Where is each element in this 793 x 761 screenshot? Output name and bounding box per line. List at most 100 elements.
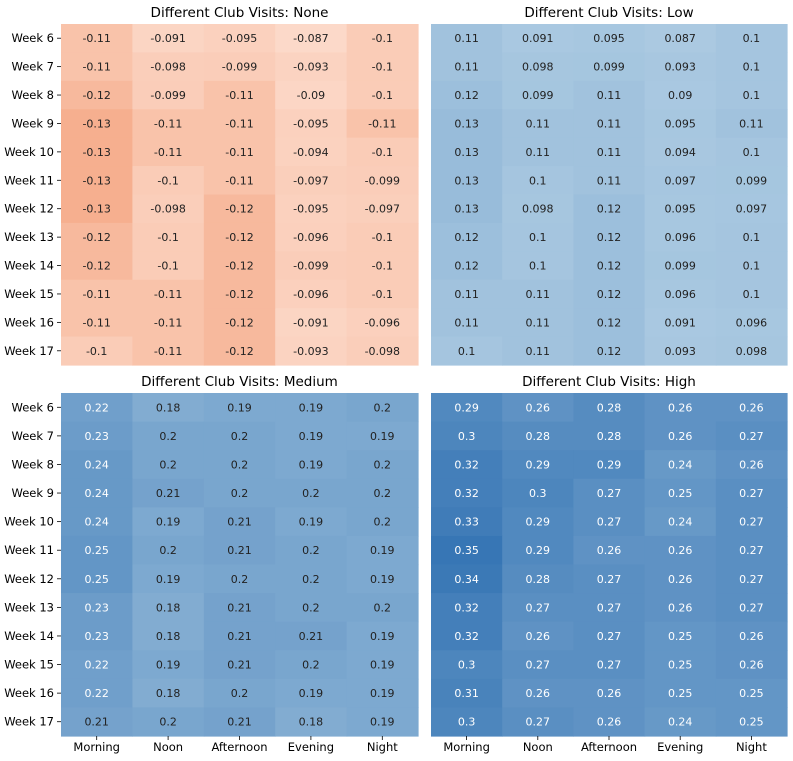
cell-value-label: -0.11 <box>225 117 253 130</box>
heatmap-cell <box>573 308 646 338</box>
cell-value-label: -0.098 <box>150 61 185 74</box>
cell-value-label: 0.22 <box>84 687 109 700</box>
cell-value-label: 0.093 <box>664 345 696 358</box>
y-tick-label: Week 10 <box>4 515 54 529</box>
cell-value-label: 0.35 <box>454 544 479 557</box>
y-tick-label: Week 14 <box>4 629 54 643</box>
cell-value-label: 0.099 <box>664 260 696 273</box>
heatmap-cell <box>715 707 788 737</box>
heatmap-cell <box>573 194 646 224</box>
heatmap-cell <box>644 621 717 651</box>
heatmap-cell <box>275 308 348 338</box>
y-tick-label: Week 9 <box>12 486 54 500</box>
heatmap-cell <box>573 421 646 451</box>
cell-value-label: 0.21 <box>227 659 252 672</box>
cell-value-label: 0.19 <box>370 573 395 586</box>
heatmap-cell <box>573 450 646 480</box>
heatmap-cell <box>275 80 348 110</box>
heatmap-cell <box>346 450 419 480</box>
cell-value-label: 0.27 <box>739 573 764 586</box>
cell-value-label: 0.26 <box>739 630 764 643</box>
heatmap-cell <box>573 593 646 623</box>
heatmap-cell <box>203 621 276 651</box>
heatmap-cell <box>715 564 788 594</box>
heatmap-cell <box>573 137 646 167</box>
panel-title: Different Club Visits: High <box>522 374 696 390</box>
cell-value-label: 0.26 <box>739 401 764 414</box>
heatmap-cell <box>346 478 419 508</box>
cell-value-label: 0.093 <box>664 61 696 74</box>
cell-value-label: 0.12 <box>597 345 622 358</box>
heatmap-cell <box>644 678 717 709</box>
cell-value-label: 0.25 <box>84 544 109 557</box>
cell-value-label: 0.25 <box>668 687 693 700</box>
heatmap-cell <box>132 222 205 252</box>
heatmap-cell <box>61 166 133 196</box>
cell-value-label: 0.19 <box>299 458 324 471</box>
heatmap-cell <box>132 707 205 737</box>
heatmap-cell <box>431 650 503 680</box>
cell-value-label: 0.32 <box>454 630 479 643</box>
y-tick-label: Week 12 <box>4 202 54 216</box>
heatmap-cell <box>132 421 205 451</box>
cell-value-label: 0.26 <box>668 430 693 443</box>
cell-value-label: -0.13 <box>82 146 110 159</box>
heatmap-cell <box>573 478 646 508</box>
cell-value-label: 0.31 <box>454 687 479 700</box>
heatmap-cell <box>431 421 503 451</box>
heatmap-cell <box>61 564 133 594</box>
heatmap-cell <box>644 564 717 594</box>
cell-value-label: 0.1 <box>529 260 547 273</box>
heatmap-cell <box>61 621 133 651</box>
cell-value-label: -0.11 <box>154 345 182 358</box>
cell-value-label: 0.19 <box>370 659 395 672</box>
heatmap-cell <box>715 251 788 281</box>
cell-value-label: 0.21 <box>84 716 109 729</box>
heatmap-cell <box>431 621 503 651</box>
heatmap-cell <box>346 52 419 82</box>
heatmap-cell <box>203 593 276 623</box>
heatmap-cell <box>502 393 574 423</box>
cell-value-label: -0.1 <box>372 288 393 301</box>
cell-value-label: 0.23 <box>84 601 109 614</box>
heatmap-cell <box>132 678 205 709</box>
heatmap-panel: Different Club Visits: Medium 0.22 0.18 0.1… <box>4 374 419 754</box>
heatmap-cell <box>715 507 788 537</box>
cell-value-label: 0.096 <box>736 316 768 329</box>
cell-value-label: 0.2 <box>374 487 392 500</box>
heatmap-cell <box>346 80 419 110</box>
heatmap-cell <box>502 564 574 594</box>
cell-value-label: 0.11 <box>739 117 764 130</box>
x-tick-label: Night <box>736 740 767 754</box>
heatmap-cell <box>644 80 717 110</box>
heatmap-cell <box>573 336 646 366</box>
heatmap-cell <box>431 194 503 224</box>
heatmap-cell <box>644 507 717 537</box>
heatmap-cell <box>61 650 133 680</box>
cell-value-label: 0.2 <box>231 687 249 700</box>
y-tick-label: Week 15 <box>4 287 54 301</box>
heatmap-cell <box>502 24 574 54</box>
cell-value-label: 0.11 <box>597 174 622 187</box>
cell-value-label: 0.19 <box>370 687 395 700</box>
panel-title: Different Club Visits: Medium <box>141 374 338 390</box>
heatmap-cell <box>275 535 348 566</box>
cell-value-label: 0.28 <box>597 430 622 443</box>
cell-value-label: 0.27 <box>597 659 622 672</box>
cell-value-label: -0.12 <box>225 231 253 244</box>
cell-value-label: -0.12 <box>225 260 253 273</box>
cell-value-label: 0.2 <box>231 573 249 586</box>
heatmap-cell <box>61 109 133 139</box>
heatmap-cell <box>61 24 133 54</box>
cell-value-label: 0.26 <box>739 458 764 471</box>
heatmap-cell <box>203 80 276 110</box>
cell-value-label: 0.33 <box>454 516 479 529</box>
heatmap-cell <box>644 593 717 623</box>
heatmap-cell <box>203 507 276 537</box>
cell-value-label: 0.11 <box>454 32 479 45</box>
cell-value-label: -0.097 <box>293 174 328 187</box>
heatmap-cell <box>132 393 205 423</box>
heatmap-cell <box>203 478 276 508</box>
heatmap-cell <box>275 166 348 196</box>
heatmap-cell <box>346 564 419 594</box>
